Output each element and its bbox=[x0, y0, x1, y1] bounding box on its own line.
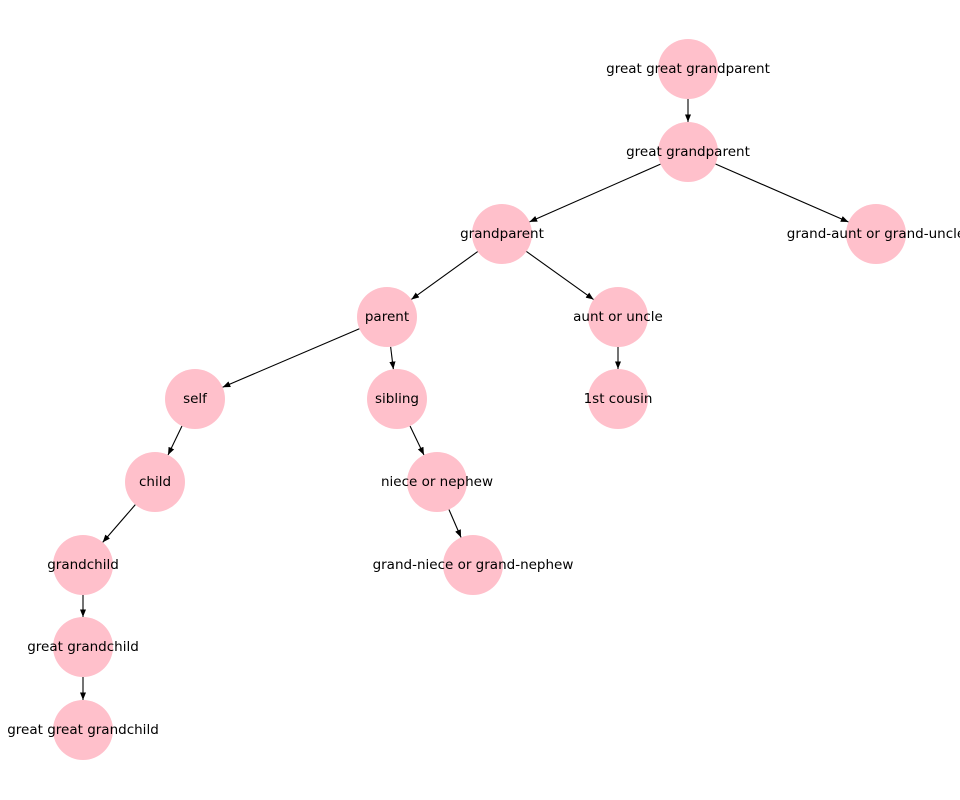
node-label: child bbox=[139, 474, 171, 490]
node-circle bbox=[588, 287, 648, 347]
node-niece-or-nephew: niece or nephew bbox=[381, 452, 493, 512]
node-aunt-or-uncle: aunt or uncle bbox=[573, 287, 663, 347]
node-label: great great grandparent bbox=[606, 61, 770, 77]
node-great-grandparent: great grandparent bbox=[626, 122, 750, 182]
edge-parent-to-sibling bbox=[389, 346, 396, 370]
node-grandparent: grandparent bbox=[460, 204, 544, 264]
node-circle bbox=[165, 369, 225, 429]
node-circle bbox=[588, 369, 648, 429]
node-circle bbox=[53, 700, 113, 760]
node-circle bbox=[53, 617, 113, 677]
edge-grandparent-to-aunt-or-uncle bbox=[526, 251, 594, 300]
node-grand-niece-or-grand-nephew: grand-niece or grand-nephew bbox=[373, 535, 574, 595]
node-circle bbox=[125, 452, 185, 512]
node-grand-aunt-or-grand-uncle: grand-aunt or grand-uncle bbox=[787, 204, 960, 264]
node-grandchild: grandchild bbox=[47, 535, 119, 595]
node-circle bbox=[472, 204, 532, 264]
node-great-grandchild: great grandchild bbox=[27, 617, 139, 677]
node-label: 1st cousin bbox=[584, 391, 653, 407]
edge-great-grandparent-to-grand-aunt-or-grand-uncle bbox=[715, 163, 849, 223]
edge-niece-or-nephew-to-grand-niece-or-grand-nephew bbox=[448, 509, 462, 538]
node-circle bbox=[357, 287, 417, 347]
node-circle bbox=[658, 39, 718, 99]
edge-great-grandparent-to-grandparent bbox=[529, 163, 661, 223]
node-circle bbox=[367, 369, 427, 429]
node-label: great great grandchild bbox=[7, 722, 159, 738]
node-circle bbox=[407, 452, 467, 512]
node-child: child bbox=[125, 452, 185, 512]
node-1st-cousin: 1st cousin bbox=[584, 369, 653, 429]
node-label: sibling bbox=[375, 391, 419, 407]
edge-self-to-child bbox=[167, 425, 183, 456]
node-label: great grandparent bbox=[626, 144, 750, 160]
node-circle bbox=[53, 535, 113, 595]
node-great-great-grandchild: great great grandchild bbox=[7, 700, 159, 760]
node-label: parent bbox=[365, 309, 409, 325]
node-great-great-grandparent: great great grandparent bbox=[606, 39, 770, 99]
node-label: grandchild bbox=[47, 557, 119, 573]
node-circle bbox=[658, 122, 718, 182]
edge-grandparent-to-parent bbox=[411, 251, 478, 300]
node-label: grand-niece or grand-nephew bbox=[373, 557, 574, 573]
node-sibling: sibling bbox=[367, 369, 427, 429]
node-label: grandparent bbox=[460, 226, 544, 242]
edge-parent-to-self bbox=[222, 328, 360, 388]
edge-sibling-to-niece-or-nephew bbox=[409, 425, 425, 456]
node-label: self bbox=[183, 391, 208, 407]
node-label: grand-aunt or grand-uncle bbox=[787, 226, 960, 242]
node-label: great grandchild bbox=[27, 639, 139, 655]
node-self: self bbox=[165, 369, 225, 429]
node-label: aunt or uncle bbox=[573, 309, 663, 325]
node-parent: parent bbox=[357, 287, 417, 347]
node-label: niece or nephew bbox=[381, 474, 493, 490]
edge-child-to-grandchild bbox=[102, 504, 136, 543]
node-circle bbox=[443, 535, 503, 595]
node-circle bbox=[846, 204, 906, 264]
